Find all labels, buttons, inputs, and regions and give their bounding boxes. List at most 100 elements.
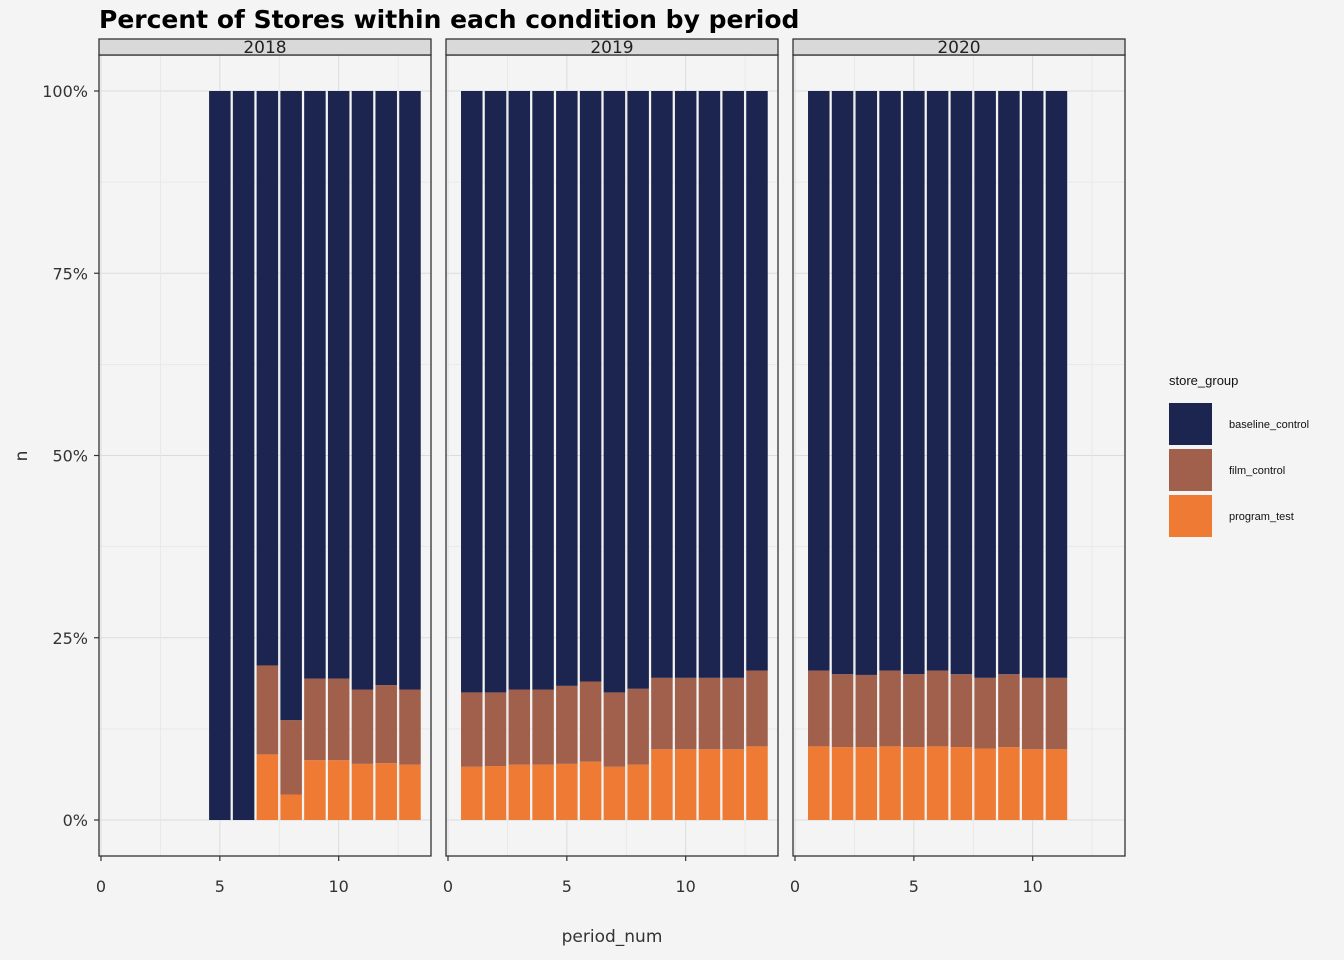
bar-program_test-2020-2: [831, 747, 854, 820]
bar-baseline_control-2019-9: [651, 91, 673, 678]
bar-film_control-2019-6: [579, 681, 602, 762]
facet-strip: [445, 38, 779, 56]
bar-film_control-2020-7: [950, 674, 973, 748]
bar-program_test-2020-7: [950, 747, 973, 820]
bar-baseline_control-2020-8: [974, 91, 996, 678]
bar-program_test-2018-12: [375, 763, 397, 820]
bar-film_control-2020-10: [1021, 677, 1044, 750]
bar-film_control-2018-10: [327, 678, 350, 761]
legend-swatch-program_test: [1169, 495, 1212, 537]
bar-program_test-2020-3: [855, 747, 878, 820]
x-tick-label: 5: [562, 877, 572, 896]
x-tick-label: 10: [676, 877, 696, 896]
bar-baseline_control-2019-11: [698, 91, 721, 678]
bar-baseline_control-2018-9: [304, 91, 326, 679]
bar-baseline_control-2018-7: [256, 91, 279, 666]
bar-baseline_control-2020-9: [998, 91, 1020, 675]
bar-program_test-2019-2: [484, 766, 507, 820]
bar-film_control-2020-1: [808, 670, 830, 747]
bar-film_control-2018-11: [351, 689, 374, 764]
bar-film_control-2019-9: [651, 677, 673, 750]
bar-baseline_control-2019-1: [461, 91, 483, 693]
legend-label-program_test: program_test: [1229, 511, 1294, 523]
bar-baseline_control-2020-3: [855, 91, 878, 675]
bar-baseline_control-2019-3: [508, 91, 531, 690]
bar-program_test-2019-9: [651, 749, 673, 820]
bar-program_test-2019-5: [556, 763, 578, 820]
bar-film_control-2020-11: [1045, 677, 1068, 750]
bar-film_control-2020-6: [926, 670, 949, 747]
bar-baseline_control-2018-12: [375, 91, 397, 686]
bar-baseline_control-2019-4: [532, 91, 554, 690]
bar-program_test-2018-8: [280, 794, 302, 820]
x-tick-label: 10: [329, 877, 349, 896]
bar-program_test-2019-1: [461, 766, 483, 820]
legend-label-film_control: film_control: [1229, 465, 1285, 477]
y-axis: 0% 25% 50% 75% 100%: [42, 82, 99, 830]
bar-baseline_control-2018-6: [232, 91, 255, 820]
bar-baseline_control-2020-7: [950, 91, 973, 675]
x-tick-label: 0: [790, 877, 800, 896]
bar-program_test-2019-12: [722, 749, 744, 820]
y-axis-title: n: [12, 451, 32, 462]
bar-baseline_control-2018-13: [399, 91, 421, 690]
bar-program_test-2020-4: [879, 746, 901, 820]
bar-program_test-2019-13: [746, 746, 768, 820]
bar-baseline_control-2020-10: [1021, 91, 1044, 678]
bar-film_control-2018-13: [399, 689, 421, 765]
y-tick-label: 0%: [63, 811, 88, 830]
y-tick-label: 100%: [42, 82, 88, 101]
bar-film_control-2020-2: [831, 674, 854, 748]
bar-program_test-2020-1: [808, 746, 830, 820]
bar-baseline_control-2019-2: [484, 91, 507, 693]
bar-film_control-2019-4: [532, 689, 554, 765]
x-tick-label: 5: [909, 877, 919, 896]
bar-program_test-2019-8: [627, 764, 649, 820]
bar-baseline_control-2019-10: [674, 91, 697, 678]
bar-baseline_control-2020-11: [1045, 91, 1068, 678]
legend-label-baseline_control: baseline_control: [1229, 419, 1309, 431]
panel-2018: 2018 0 5 10: [96, 38, 432, 896]
bar-film_control-2018-12: [375, 685, 397, 764]
x-axis-title: period_num: [562, 927, 663, 947]
bar-program_test-2019-6: [579, 761, 602, 820]
bar-film_control-2018-9: [304, 678, 326, 761]
bar-film_control-2019-8: [627, 688, 649, 765]
bar-baseline_control-2018-8: [280, 91, 302, 721]
bar-program_test-2019-7: [603, 766, 626, 820]
bar-film_control-2019-7: [603, 692, 626, 767]
bar-program_test-2019-3: [508, 764, 531, 820]
legend-title: store_group: [1169, 373, 1238, 388]
bar-program_test-2020-6: [926, 746, 949, 820]
bar-film_control-2020-9: [998, 674, 1020, 748]
panel-2020: 2020 0 5 10: [790, 38, 1126, 896]
bar-film_control-2019-13: [746, 670, 768, 747]
legend-swatch-film_control: [1169, 449, 1212, 491]
bar-baseline_control-2019-7: [603, 91, 626, 693]
bar-program_test-2018-11: [351, 763, 374, 820]
bar-baseline_control-2020-2: [831, 91, 854, 675]
bar-baseline_control-2019-6: [579, 91, 602, 682]
bar-film_control-2020-3: [855, 674, 878, 748]
bar-program_test-2019-4: [532, 764, 554, 820]
bar-program_test-2020-8: [974, 748, 996, 820]
bar-program_test-2019-11: [698, 749, 721, 820]
facet-strip: [792, 38, 1126, 56]
bar-film_control-2019-3: [508, 689, 531, 765]
facet-panels: 2018 0 5 10 2019 0 5 10 2020 0 5 10: [96, 38, 1126, 896]
bar-film_control-2020-5: [903, 674, 925, 748]
facet-strip-label: 2018: [243, 38, 286, 58]
bar-film_control-2018-7: [256, 665, 279, 755]
legend-swatch-baseline_control: [1169, 403, 1212, 445]
bar-film_control-2019-1: [461, 692, 483, 767]
bar-film_control-2019-12: [722, 677, 744, 750]
chart-title: Percent of Stores within each condition …: [99, 5, 799, 34]
bar-baseline_control-2020-5: [903, 91, 925, 675]
x-tick-label: 0: [96, 877, 106, 896]
bar-baseline_control-2019-12: [722, 91, 744, 678]
bar-baseline_control-2019-13: [746, 91, 768, 671]
y-tick-label: 25%: [52, 629, 88, 648]
bar-baseline_control-2019-8: [627, 91, 649, 689]
bar-baseline_control-2020-1: [808, 91, 830, 671]
